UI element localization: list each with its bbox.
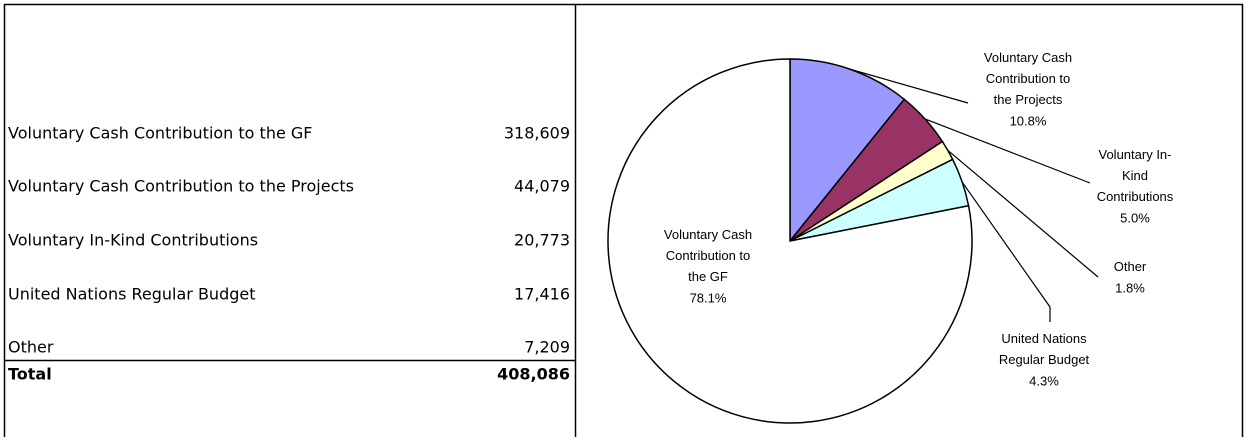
slice-label: Voluntary In-Kind Contributions	[1097, 147, 1174, 204]
leader-line	[924, 118, 1091, 184]
table: Voluntary Cash Contribution to the GF 318…	[8, 124, 570, 384]
row-value: 20,773	[514, 231, 570, 250]
row-value: 44,079	[514, 177, 570, 196]
pie-chart: Voluntary Cash Contribution to the Project…	[607, 50, 1174, 424]
slice-value-label: 5.0%	[1120, 210, 1150, 225]
slice-label: United Nations Regular Budget	[999, 331, 1090, 367]
row-value: 17,416	[514, 285, 570, 304]
slice-label: Voluntary Cash Contribution to the Project…	[984, 50, 1072, 107]
leader-line	[961, 181, 1051, 322]
leader-line	[947, 149, 1099, 278]
pie-slice	[789, 58, 906, 244]
pie-slice	[607, 58, 973, 424]
row-value: 7,209	[524, 338, 570, 357]
slice-value-label: 4.3%	[1029, 373, 1059, 388]
slice-label: Other	[1114, 259, 1147, 274]
row-label: United Nations Regular Budget	[8, 285, 256, 304]
row-label: Other	[8, 338, 54, 357]
leader-line	[850, 68, 969, 104]
slice-value-label: 1.8%	[1115, 280, 1145, 295]
row-label: Voluntary In-Kind Contributions	[8, 231, 258, 250]
row-label: Voluntary Cash Contribution to the GF	[8, 124, 313, 143]
slice-label: Voluntary Cash Contribution to the GF	[664, 227, 752, 284]
total-value: 408,086	[497, 365, 570, 384]
slice-value-label: 10.8%	[1010, 113, 1047, 128]
slice-value-label: 78.1%	[690, 290, 727, 305]
total-label: Total	[8, 365, 52, 384]
row-value: 318,609	[504, 124, 570, 143]
frame	[3, 3, 1244, 437]
row-label: Voluntary Cash Contribution to the Proje…	[8, 177, 354, 196]
